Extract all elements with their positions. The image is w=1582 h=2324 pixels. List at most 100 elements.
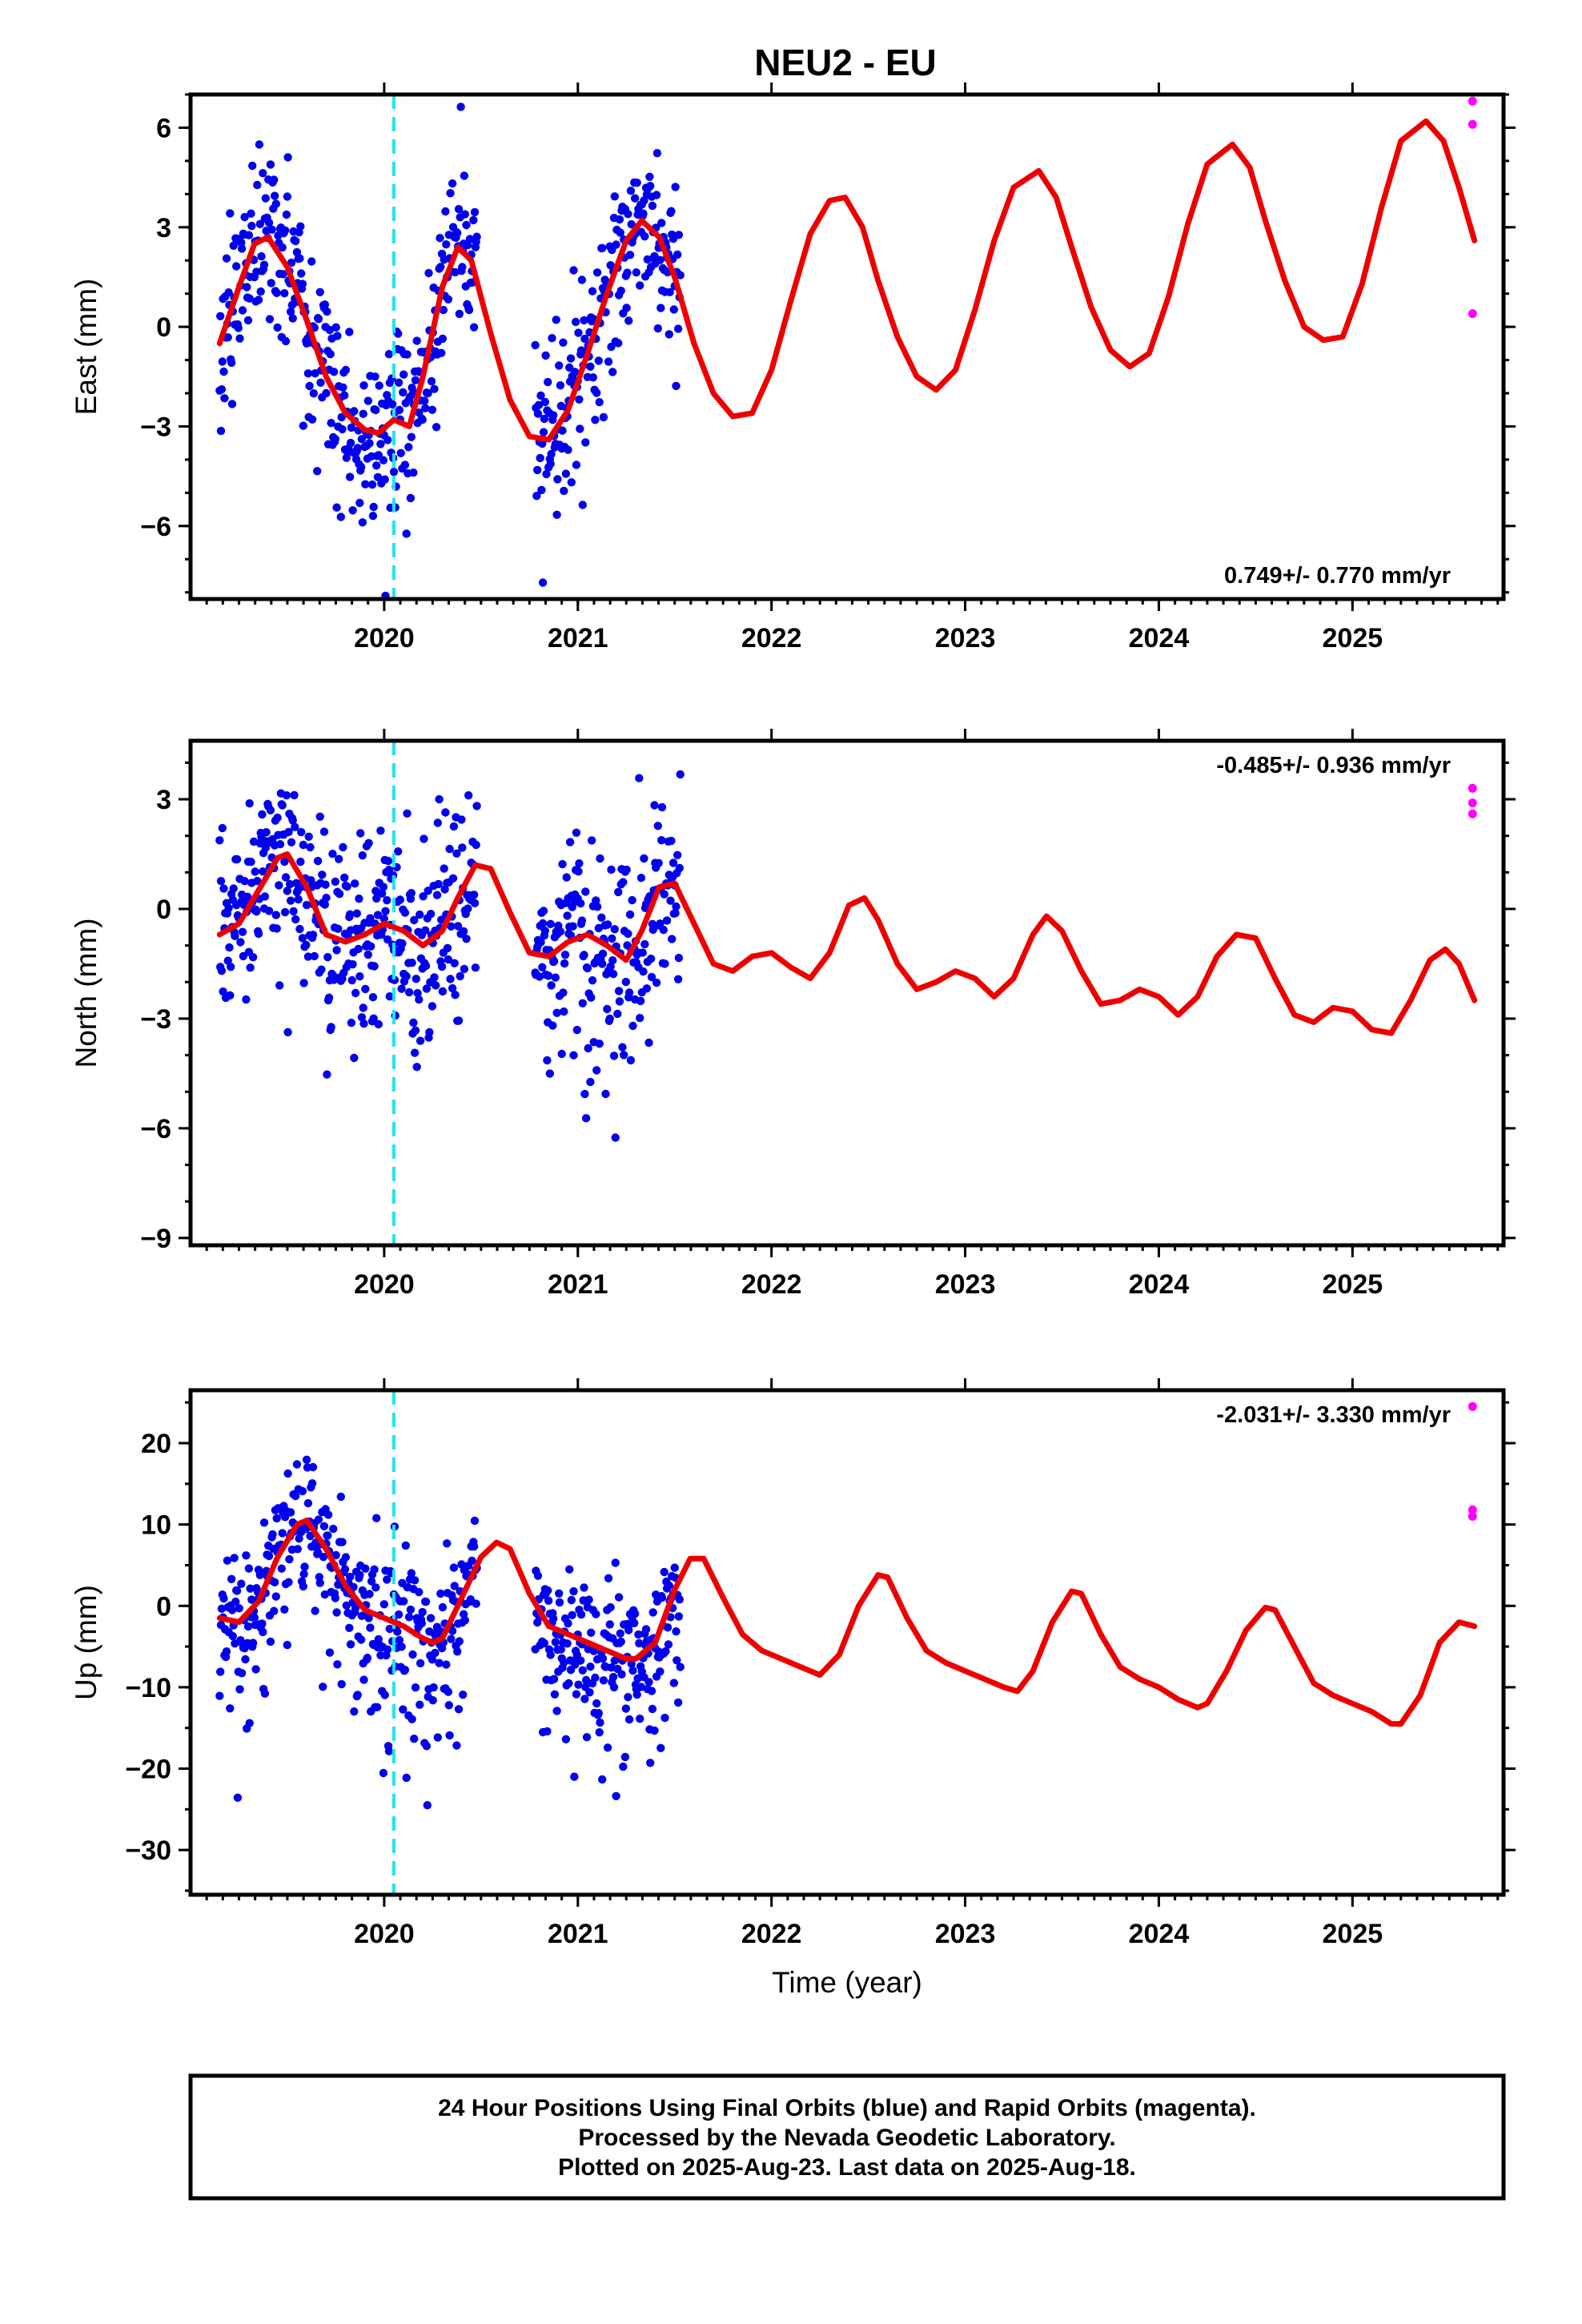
final-orbit-point [315, 287, 324, 296]
final-orbit-point [246, 1584, 255, 1593]
final-orbit-point [237, 1669, 247, 1678]
final-orbit-point [627, 219, 636, 229]
final-orbit-point [444, 1687, 453, 1696]
final-orbit-point [302, 940, 311, 950]
final-orbit-point [332, 1608, 341, 1617]
x-tick-label: 2022 [741, 1269, 802, 1300]
final-orbit-point [226, 1704, 235, 1713]
final-orbit-point [619, 1762, 628, 1771]
final-orbit-point [454, 1705, 464, 1714]
final-orbit-point [323, 307, 331, 316]
final-orbit-point [549, 1675, 559, 1683]
final-orbit-point [421, 961, 431, 971]
final-orbit-point [674, 954, 684, 963]
final-orbit-point [361, 1564, 370, 1573]
final-orbit-point [286, 896, 295, 905]
final-orbit-point [361, 480, 370, 489]
final-orbit-point [323, 1070, 331, 1079]
final-orbit-point [594, 923, 603, 933]
final-orbit-point [410, 1048, 420, 1057]
final-orbit-point [248, 1638, 258, 1647]
final-orbit-point [640, 854, 648, 863]
final-orbit-point [345, 1572, 355, 1582]
final-orbit-point [329, 975, 339, 984]
final-orbit-point [320, 300, 329, 309]
final-orbit-point [654, 858, 663, 868]
final-orbit-point [219, 1594, 228, 1603]
final-orbit-point [672, 902, 681, 911]
final-orbit-point [436, 234, 444, 243]
final-orbit-point [451, 991, 460, 999]
final-orbit-point [636, 1014, 644, 1023]
up-rate-label: -2.031+/- 3.330 mm/yr [1216, 1402, 1451, 1428]
final-orbit-point [325, 325, 335, 335]
final-orbit-point [383, 1645, 392, 1654]
final-orbit-point [222, 1647, 231, 1656]
final-orbit-point [540, 1638, 549, 1648]
final-orbit-point [555, 361, 564, 370]
final-orbit-point [608, 934, 616, 943]
final-orbit-point [560, 959, 569, 968]
final-orbit-point [242, 995, 251, 1004]
final-orbit-point [454, 204, 464, 214]
final-orbit-point [591, 416, 600, 424]
final-orbit-point [425, 1027, 434, 1037]
final-orbit-point [307, 876, 315, 885]
final-orbit-point [636, 1715, 644, 1723]
final-orbit-point [298, 934, 307, 943]
final-orbit-point [569, 1586, 578, 1596]
final-orbit-point [441, 207, 450, 216]
final-orbit-point [351, 1603, 360, 1612]
final-orbit-point [218, 823, 227, 833]
final-orbit-point [255, 1570, 264, 1580]
final-orbit-point [448, 1626, 457, 1635]
x-tick-label: 2025 [1323, 1919, 1383, 1949]
final-orbit-point [559, 988, 568, 997]
final-orbit-point [454, 1016, 464, 1025]
final-orbit-point [226, 991, 235, 1000]
final-orbit-point [219, 884, 228, 893]
final-orbit-point [299, 1582, 307, 1591]
final-orbit-point [261, 194, 270, 203]
final-orbit-point [569, 1051, 578, 1059]
final-orbit-point [449, 1563, 459, 1572]
final-orbit-point [576, 899, 585, 908]
final-orbit-point [379, 1768, 388, 1778]
rapid-orbit-point [1468, 783, 1477, 793]
final-orbit-point [608, 368, 617, 376]
final-orbit-point [319, 1522, 329, 1531]
up-y-axis-label: Up (mm) [70, 1585, 102, 1700]
final-orbit-point [404, 443, 413, 452]
final-orbit-point [431, 1648, 440, 1658]
final-orbit-point [460, 210, 469, 219]
final-orbit-point [381, 907, 390, 916]
final-orbit-point [270, 191, 279, 200]
final-orbit-point [603, 1004, 612, 1014]
final-orbit-point [315, 1578, 324, 1587]
final-orbit-point [265, 315, 275, 324]
rapid-orbit-point [1468, 1505, 1477, 1514]
final-orbit-point [582, 1733, 592, 1742]
final-orbit-point [266, 160, 275, 169]
final-orbit-point [320, 900, 329, 909]
final-orbit-point [456, 103, 465, 111]
final-orbit-point [612, 1791, 620, 1800]
final-orbit-point [632, 1690, 641, 1699]
final-orbit-point [564, 1679, 573, 1688]
final-orbit-point [288, 314, 297, 323]
final-orbit-point [584, 1595, 593, 1604]
final-orbit-point [255, 219, 264, 228]
final-orbit-point [580, 1583, 588, 1592]
final-orbit-point [216, 1667, 225, 1676]
final-orbit-point [395, 405, 404, 415]
final-orbit-point [380, 475, 389, 484]
final-orbit-point [283, 1640, 291, 1650]
final-orbit-point [306, 1531, 315, 1541]
final-orbit-point [638, 948, 647, 957]
y-tick-label: 10 [141, 1510, 171, 1541]
final-orbit-point [448, 179, 457, 188]
y-tick-label: −10 [125, 1673, 171, 1703]
final-orbit-point [669, 305, 678, 314]
final-orbit-point [626, 187, 636, 195]
final-orbit-point [458, 263, 467, 271]
